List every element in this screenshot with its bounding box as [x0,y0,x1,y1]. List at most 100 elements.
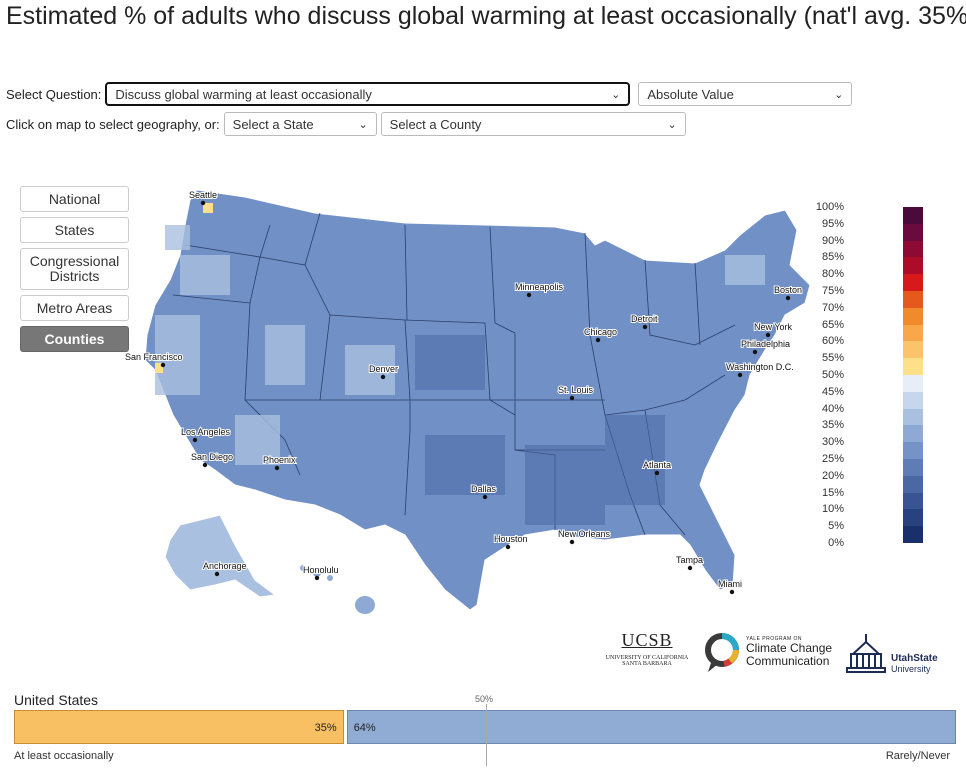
bar-country-label: United States [14,692,99,708]
city-marker[interactable] [729,589,735,595]
question-row: Select Question: Discuss global warming … [6,82,853,106]
city-marker[interactable] [526,292,532,298]
yale-logo: YALE PROGRAM ON Climate Change Communica… [702,630,832,674]
high-value-counties [155,203,213,373]
city-marker[interactable] [737,372,743,378]
city-label: Washington D.C. [726,362,794,372]
city-marker[interactable] [505,544,511,550]
legend-swatch [903,391,923,409]
city-label: Miami [718,579,742,589]
city-marker[interactable] [752,349,758,355]
legend-swatch [903,492,923,510]
city-label: Dallas [471,484,497,494]
county-select[interactable]: Select a County ⌄ [380,112,686,136]
legend-label: 85% [821,251,844,264]
city-marker[interactable] [314,575,320,581]
nav-metro-button[interactable]: Metro Areas [20,295,129,321]
question-select[interactable]: Discuss global warming at least occasion… [105,82,631,106]
nav-counties-button[interactable]: Counties [20,326,129,352]
nav-national-button[interactable]: National [20,186,129,212]
question-label: Select Question: [6,86,102,102]
city-marker[interactable] [274,465,280,471]
us-county-map[interactable]: Seattle San Francisco Los Angeles San Diego… [85,185,830,625]
city-label: Boston [774,285,802,295]
nav-states-button[interactable]: States [20,217,129,243]
city-marker[interactable] [569,539,575,545]
city-marker[interactable] [642,324,648,330]
bar-rarely-never[interactable]: 64% [346,710,956,744]
usu-logo: UtahState University [843,632,938,676]
legend-swatch [903,374,923,392]
ucsb-logo-name: UCSB [621,630,673,650]
city-marker[interactable] [569,395,575,401]
legend-label: 0% [828,536,844,549]
legend-swatch [903,509,923,527]
yale-logo-small: YALE PROGRAM ON [746,636,803,642]
city-marker[interactable] [765,332,771,338]
legend-label: 50% [821,368,844,381]
city-label: St. Louis [558,385,594,395]
legend-label: 55% [821,352,844,365]
city-label: Chicago [584,327,617,337]
legend-swatch [903,307,923,325]
legend-label: 95% [821,217,844,230]
city-marker[interactable] [202,462,208,468]
nav-congressional-button[interactable]: Congressional Districts [20,248,129,290]
legend-label: 5% [828,520,844,533]
alaska-shape[interactable] [164,514,277,598]
legend-label: 90% [821,234,844,247]
city-marker[interactable] [380,374,386,380]
city-marker[interactable] [785,295,791,301]
legend-label: 30% [821,436,844,449]
legend-swatch [903,240,923,258]
legend-swatch [903,442,923,459]
legend-label: 70% [821,301,844,314]
chevron-down-icon: ⌄ [667,118,677,131]
legend-swatch [903,526,923,543]
city-label: Tampa [676,555,703,565]
city-marker[interactable] [192,437,198,443]
city-label: New Orleans [558,529,611,539]
state-select[interactable]: Select a State ⌄ [223,112,377,136]
legend-label: 45% [821,385,844,398]
legend-swatch [903,257,923,275]
legend-swatch [903,475,923,493]
mode-select-value: Absolute Value [647,86,734,102]
state-select-value: Select a State [232,116,314,132]
city-label: Atlanta [643,460,671,470]
city-label: Seattle [189,190,217,200]
city-marker[interactable] [160,362,166,368]
legend-label: 40% [821,402,844,415]
city-label: Denver [369,364,398,374]
city-marker[interactable] [595,337,601,343]
ucsb-logo-sub1: UNIVERSITY OF CALIFORNIA [605,655,689,661]
city-marker[interactable] [654,470,660,476]
bar-at-least-occasionally[interactable]: 35% [14,710,344,744]
yale-logo-line2: Communication [746,654,830,668]
chevron-down-icon: ⌄ [611,88,621,101]
geography-row: Click on map to select geography, or: Se… [6,112,686,136]
legend-swatch [903,458,923,476]
hawaii-shape[interactable] [300,565,375,614]
city-label: Philadelphia [741,339,790,349]
geography-label: Click on map to select geography, or: [6,116,220,132]
legend-label: 20% [821,469,844,482]
fifty-percent-line [486,704,487,766]
usu-logo-line2: University [891,664,931,674]
city-marker[interactable] [482,494,488,500]
mode-select[interactable]: Absolute Value ⌄ [638,82,853,106]
chevron-down-icon: ⌄ [358,118,368,131]
legend-swatch [903,425,923,443]
city-marker[interactable] [687,565,693,571]
legend-label: 10% [821,503,844,516]
county-select-value: Select a County [389,116,482,132]
city-marker[interactable] [214,571,220,577]
city-marker[interactable] [200,200,206,206]
usu-building-icon [846,634,886,673]
city-markers: Seattle San Francisco Los Angeles San Diego… [124,189,803,595]
national-bar-section: United States 50% 35% 64% At least occas… [14,692,956,766]
ucsb-logo-sub2: SANTA BARBARA [622,661,672,667]
national-bar[interactable]: 35% 64% [14,710,956,746]
legend-label: 65% [821,318,844,331]
bar-right-caption: Rarely/Never [885,750,950,762]
